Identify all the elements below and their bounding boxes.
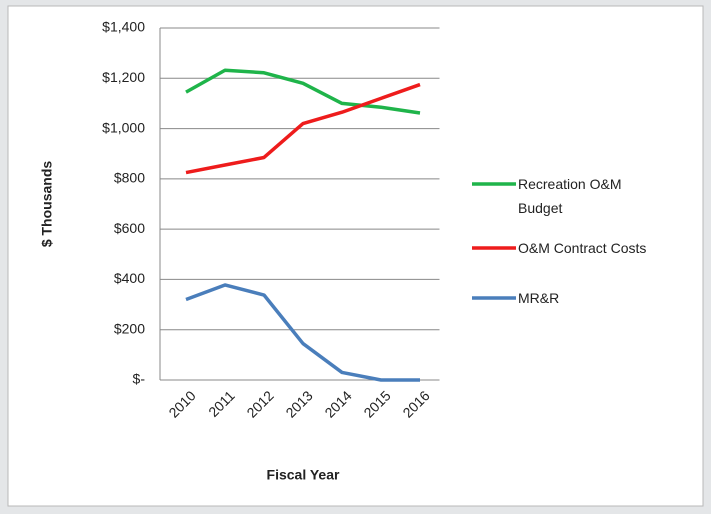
legend-label: Recreation O&M Budget xyxy=(518,176,622,216)
y-tick-label: $400 xyxy=(114,270,145,286)
legend-label: MR&R xyxy=(518,290,560,306)
y-tick-label: $1,200 xyxy=(102,69,145,85)
y-tick-label: $600 xyxy=(114,220,145,236)
y-tick-label: $1,000 xyxy=(102,119,145,135)
series-line xyxy=(185,82,421,175)
legend-entry: Recreation O&M Budget xyxy=(518,176,622,216)
y-tick-label: $- xyxy=(133,371,146,387)
y-tick-label: $1,400 xyxy=(102,19,145,35)
x-axis-title: Fiscal Year xyxy=(267,467,340,483)
series-line xyxy=(185,283,420,382)
y-axis-title: $ Thousands xyxy=(39,161,55,248)
legend-entry: O&M Contract Costs xyxy=(518,240,647,256)
legend-entry: MR&R xyxy=(518,290,560,306)
series-line xyxy=(185,68,421,115)
y-tick-label: $200 xyxy=(114,320,145,336)
y-tick-label: $800 xyxy=(114,170,145,186)
chart-area xyxy=(7,5,704,507)
legend-label: O&M Contract Costs xyxy=(518,240,647,256)
